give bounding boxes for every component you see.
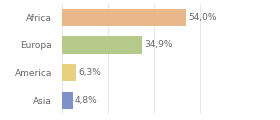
Text: 4,8%: 4,8% [75, 96, 98, 105]
Bar [62, 36, 142, 54]
Text: 54,0%: 54,0% [189, 13, 217, 22]
Bar [62, 64, 76, 81]
Bar [62, 9, 186, 26]
Bar [62, 92, 73, 109]
Text: 6,3%: 6,3% [78, 68, 101, 77]
Text: 34,9%: 34,9% [144, 41, 173, 49]
